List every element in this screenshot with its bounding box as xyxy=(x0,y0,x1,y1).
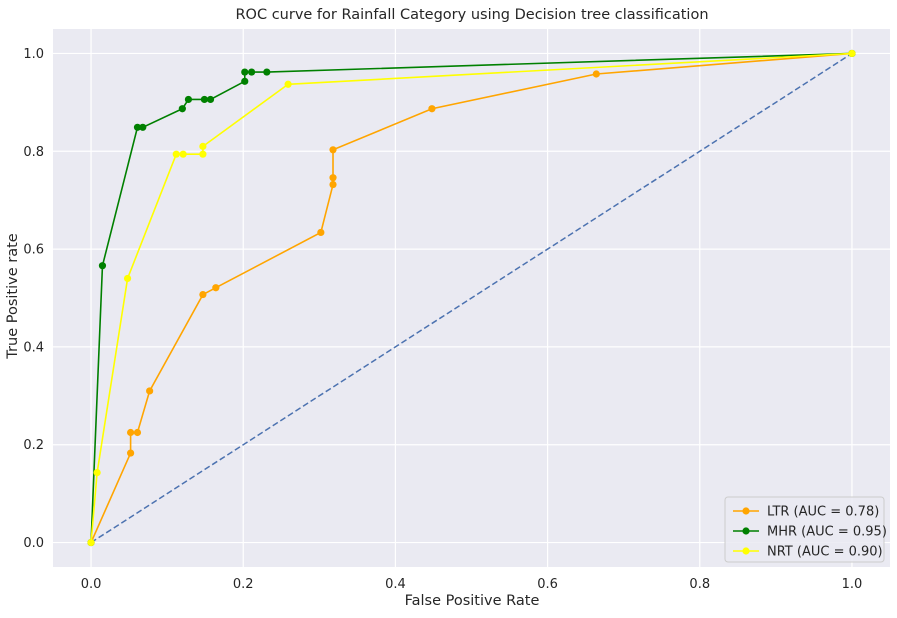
legend-label: MHR (AUC = 0.95) xyxy=(767,525,887,540)
data-point xyxy=(127,428,135,437)
data-point xyxy=(241,77,249,85)
data-point xyxy=(139,123,147,131)
legend-swatch-marker xyxy=(742,507,750,515)
data-point xyxy=(241,68,249,76)
y-tick-label: 0.4 xyxy=(23,340,44,355)
data-point xyxy=(98,262,107,270)
x-tick-label: 1.0 xyxy=(842,577,863,592)
data-point xyxy=(199,290,207,299)
data-point xyxy=(200,95,209,104)
chart-title: ROC curve for Rainfall Category using De… xyxy=(235,7,708,23)
data-point xyxy=(199,150,207,158)
data-point xyxy=(133,123,142,131)
legend-item: LTR (AUC = 0.78) xyxy=(733,505,879,520)
x-tick-label: 0.2 xyxy=(233,577,254,592)
data-point xyxy=(329,180,337,189)
data-point xyxy=(178,105,186,113)
legend-box xyxy=(724,496,885,563)
data-point xyxy=(284,80,292,88)
chance-line xyxy=(90,52,853,544)
x-tick-label: 0.4 xyxy=(385,577,406,592)
reference-diagonal xyxy=(90,52,853,544)
data-point xyxy=(133,428,142,437)
data-point xyxy=(592,70,600,78)
y-tick-label: 0.6 xyxy=(23,243,44,258)
legend-swatch-marker xyxy=(742,527,750,535)
legend-item: NRT (AUC = 0.90) xyxy=(733,545,883,560)
x-tick-label: 0.8 xyxy=(689,577,710,592)
y-tick-label: 0.2 xyxy=(23,438,44,453)
legend: LTR (AUC = 0.78) MHR (AUC = 0.95) NRT (AUC… xyxy=(724,496,887,563)
series-layer xyxy=(87,49,856,547)
x-tick-label: 0.0 xyxy=(81,577,102,592)
y-tick-label: 0.8 xyxy=(23,145,44,160)
y-tick-label: 1.0 xyxy=(23,47,44,62)
data-point xyxy=(87,538,95,547)
x-tick-label: 0.6 xyxy=(537,577,558,592)
data-point xyxy=(93,469,101,477)
data-point xyxy=(848,49,856,58)
legend-label: LTR (AUC = 0.78) xyxy=(767,505,879,520)
y-axis-label: True Positive rate xyxy=(5,233,21,359)
legend-label: NRT (AUC = 0.90) xyxy=(767,545,883,560)
data-point xyxy=(199,142,207,150)
data-point xyxy=(247,68,256,76)
series-3 xyxy=(87,49,856,547)
y-axis-ticks: 0.0 0.2 0.4 0.6 0.8 1.0 xyxy=(23,47,44,551)
data-point xyxy=(212,284,220,292)
data-point xyxy=(172,150,180,158)
data-point xyxy=(329,146,337,154)
legend-item: MHR (AUC = 0.95) xyxy=(733,525,887,540)
data-point xyxy=(329,174,337,182)
data-point xyxy=(127,449,135,457)
data-point xyxy=(123,274,132,283)
grid xyxy=(53,29,890,567)
data-point xyxy=(179,150,187,158)
x-axis-label: False Positive Rate xyxy=(405,593,540,609)
data-point xyxy=(206,95,215,104)
x-axis-ticks: 0.0 0.2 0.4 0.6 0.8 1.0 xyxy=(81,577,863,592)
y-tick-label: 0.0 xyxy=(23,536,44,551)
data-point xyxy=(317,228,325,237)
data-point xyxy=(146,387,154,395)
data-point xyxy=(184,95,193,104)
legend-swatch-marker xyxy=(742,547,750,555)
data-point xyxy=(428,105,436,113)
data-point xyxy=(263,68,271,76)
